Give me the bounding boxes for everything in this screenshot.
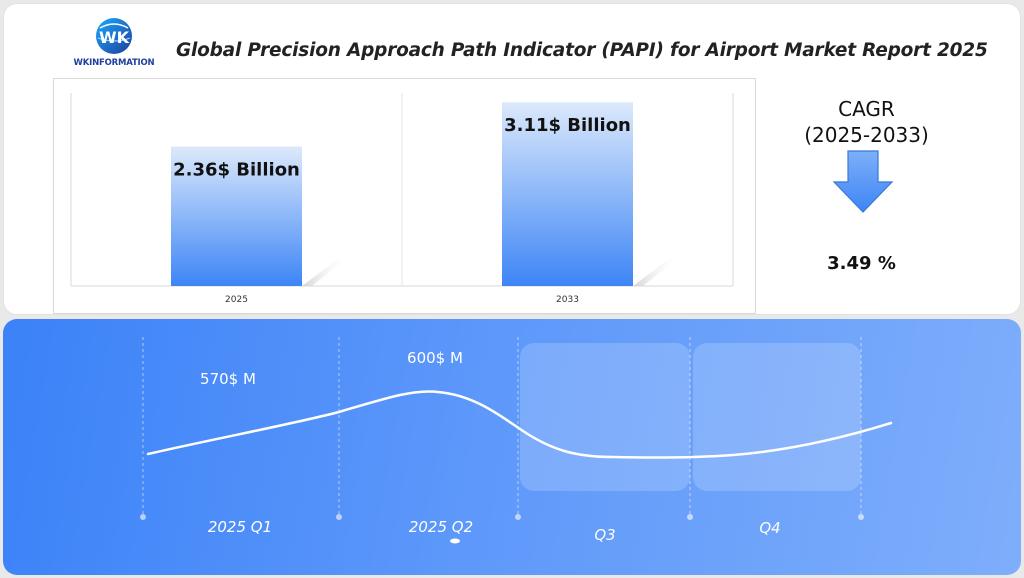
cagr-title-line1: CAGR [838, 97, 895, 121]
cagr-title-line2: (2025-2033) [804, 123, 929, 147]
quarter-tick-label: Q3 [594, 526, 615, 544]
cagr-title: CAGR (2025-2033) [774, 96, 959, 148]
bar-shadow [302, 256, 350, 286]
quarter-tick-label: 2025 Q1 [208, 518, 272, 536]
quarter-tick-label: 2025 Q2 [409, 518, 473, 536]
svg-text:WK: WK [99, 28, 130, 47]
market-size-card: WK WKINFORMATION Global Precision Approa… [3, 3, 1021, 315]
quarter-dot [140, 514, 146, 520]
quarterly-line-chart: 570$ M 600$ M 2025 Q1 2025 Q2 Q3 Q4 [140, 337, 893, 544]
company-logo: WK WKINFORMATION [66, 14, 162, 70]
report-title: Global Precision Approach Path Indicator… [176, 40, 988, 61]
globe-logo-icon: WK [96, 18, 132, 54]
active-quarter-marker [450, 538, 460, 544]
bar-data-label: 3.11$ Billion [504, 115, 631, 136]
quarterly-card: 570$ M 600$ M 2025 Q1 2025 Q2 Q3 Q4 [3, 319, 1021, 575]
highlight-box-Q3 [520, 343, 690, 491]
cagr-value: 3.49 % [827, 253, 896, 274]
quarter-dot [687, 514, 693, 520]
line-data-label: 570$ M [200, 370, 256, 388]
bar-2033 [502, 102, 633, 287]
down-arrow-icon [832, 150, 894, 213]
quarter-tick-label: Q4 [759, 519, 780, 537]
series-line [146, 390, 893, 459]
x-tick-label: 2025 [225, 295, 248, 305]
bar-chart: 2.36$ Billion 2025 3.11$ Billion 2033 [70, 93, 734, 305]
quarter-dot [336, 514, 342, 520]
logo-text: WKINFORMATION [73, 58, 155, 68]
bar-chart-frame: 2.36$ Billion 2025 3.11$ Billion 2033 [53, 78, 756, 314]
quarter-dot [515, 514, 521, 520]
quarter-dot [858, 514, 864, 520]
x-tick-label: 2033 [556, 295, 579, 305]
bar-2025 [171, 146, 302, 286]
bar-data-label: 2.36$ Billion [173, 160, 300, 181]
highlight-box-Q4 [693, 343, 861, 491]
line-data-label: 600$ M [407, 349, 463, 367]
bar-shadow [633, 256, 681, 286]
